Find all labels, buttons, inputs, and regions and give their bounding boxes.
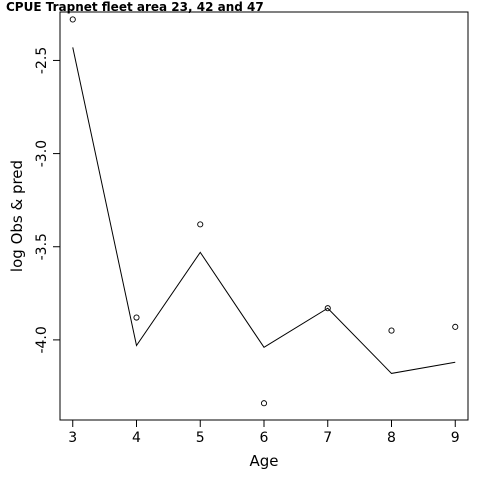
y-tick-label: -3.5 [34,233,50,260]
x-tick-label: 9 [451,430,460,446]
predicted-line [72,47,456,374]
y-axis: -2.5 -3.0 -3.5 -4.0 [34,47,60,354]
x-tick-label: 7 [323,430,332,446]
x-tick-label: 4 [132,430,141,446]
x-tick-label: 6 [260,430,269,446]
observed-point [452,323,459,330]
chart-title: CPUE Trapnet fleet area 23, 42 and 47 [6,0,264,14]
observed-point [324,305,331,312]
observed-point [69,16,76,23]
plot-frame [59,11,469,421]
observed-point [260,400,268,407]
x-tick-label: 3 [68,430,77,446]
observed-point [388,327,395,334]
observed-point [197,221,204,228]
y-tick-label: -3.0 [34,140,50,167]
y-tick-label: -4.0 [34,326,50,353]
observed-point [133,314,140,321]
y-tick-label: -2.5 [34,47,50,74]
plot-area [69,16,459,407]
x-axis-label: Age [249,452,278,470]
y-axis-label: log Obs & pred [8,160,26,272]
x-axis: 3 4 5 6 7 8 9 [68,420,460,446]
x-tick-label: 5 [196,430,205,446]
x-tick-label: 8 [387,430,396,446]
